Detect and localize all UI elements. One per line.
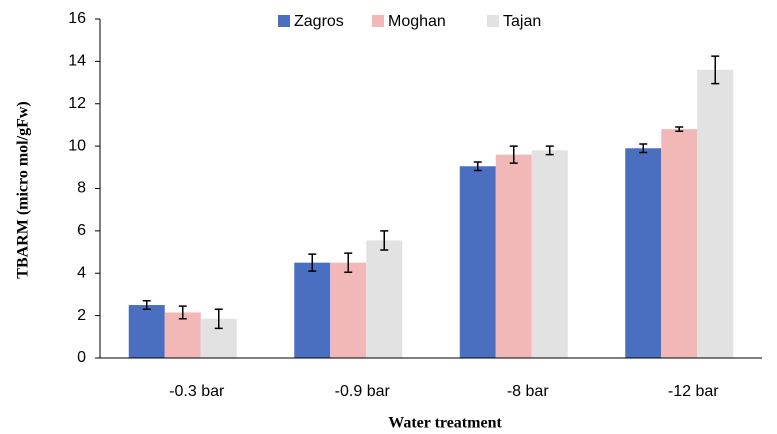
x-tick-label: -12 bar [668,383,719,400]
legend-swatch [487,15,499,27]
bar [366,240,403,358]
error-bar [509,145,518,164]
error-bar [545,145,554,156]
bar [128,305,165,358]
error-bar [308,253,317,272]
error-bar [639,143,648,154]
y-tick-label: 0 [77,349,86,366]
legend-swatch [278,15,290,27]
bar [164,312,201,358]
bar [661,129,698,358]
y-tick-label: 16 [68,10,86,27]
x-tick-label: -0.3 bar [169,383,225,400]
legend-label: Tajan [503,13,541,30]
y-tick-label: 2 [77,307,86,324]
legend-swatch [372,15,384,27]
y-axis-title: TBARM (micro mol/gFw) [15,101,32,278]
y-tick-label: 12 [68,95,86,112]
y-tick-label: 6 [77,222,86,239]
bar [495,154,532,358]
error-bar [473,161,482,172]
y-tick-label: 14 [68,53,86,70]
y-tick-label: 10 [68,137,86,154]
y-tick-label: 4 [77,264,86,281]
bar [294,262,331,358]
error-bar [344,252,353,273]
bar [459,166,496,358]
x-tick-label: -8 bar [507,383,549,400]
error-bar [178,305,187,320]
bar [697,69,734,358]
legend-label: Zagros [294,13,344,30]
error-bar [675,126,684,133]
x-axis-title: Water treatment [388,415,502,432]
legend-label: Moghan [388,13,446,30]
error-bar [142,300,151,311]
error-bar [711,55,720,85]
error-bar [214,308,223,330]
y-tick-label: 8 [77,180,86,197]
bar [625,148,662,358]
x-tick-label: -0.9 bar [335,383,391,400]
bar [330,262,367,358]
bar [531,150,568,358]
error-bar [380,230,389,251]
